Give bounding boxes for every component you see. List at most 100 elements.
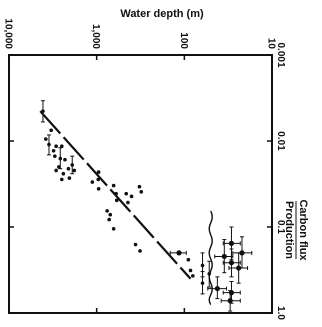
data-point (57, 165, 61, 169)
x-tick-label: 1,000 (90, 24, 101, 49)
data-marker (53, 154, 57, 158)
data-point (114, 198, 119, 203)
data-point (54, 168, 58, 173)
y-tick-label: 1.0 (275, 306, 286, 320)
data-marker (200, 263, 205, 268)
data-marker (111, 227, 116, 231)
data-marker (72, 168, 77, 173)
data-point (58, 147, 63, 170)
data-marker (41, 109, 45, 113)
data-marker (236, 265, 242, 271)
data-marker (139, 190, 144, 194)
data-point (126, 200, 130, 205)
data-point (220, 290, 241, 312)
data-point (59, 144, 64, 149)
data-point (188, 268, 193, 273)
data-marker (105, 209, 109, 213)
data-marker (44, 137, 48, 141)
data-point (51, 148, 56, 153)
data-point (40, 100, 45, 123)
plot-border (8, 54, 273, 314)
x-axis-title: Water depth (m) (120, 8, 204, 20)
data-marker (124, 191, 129, 196)
axis-ticks (8, 54, 273, 314)
data-point (90, 180, 95, 184)
data-point (59, 177, 64, 182)
data-marker (59, 177, 64, 182)
data-marker (228, 240, 235, 246)
data-marker (227, 298, 233, 304)
data-point (105, 209, 109, 213)
data-point (232, 236, 253, 269)
data-point (66, 166, 71, 171)
data-point (200, 271, 205, 295)
data-marker (67, 176, 72, 180)
y-tick-label: 0.1 (275, 220, 286, 234)
data-marker (47, 142, 51, 147)
data-point (111, 227, 116, 231)
data-point (107, 217, 111, 222)
data-point (70, 155, 75, 175)
data-point (137, 184, 142, 189)
data-point (186, 257, 191, 262)
data-point (96, 187, 101, 191)
data-marker (107, 217, 111, 222)
data-marker (239, 250, 245, 256)
data-point (63, 157, 67, 162)
wavy-line-group (208, 210, 213, 306)
data-marker (96, 177, 101, 182)
data-marker (96, 170, 101, 174)
data-marker (54, 144, 58, 149)
data-marker (138, 249, 142, 253)
data-point (108, 212, 113, 217)
data-marker (188, 268, 193, 273)
data-marker (51, 148, 56, 153)
data-marker (221, 253, 227, 260)
y-axis-title-numerator: Carbon flux (297, 199, 309, 261)
data-marker (59, 144, 64, 149)
data-point (44, 137, 48, 141)
data-marker (129, 194, 134, 199)
data-marker (57, 165, 61, 169)
y-axis-title-denominator: Production (283, 201, 295, 259)
x-tick-label: 10 (266, 38, 277, 50)
data-point (169, 250, 187, 256)
data-marker (61, 171, 66, 176)
data-marker (214, 285, 220, 292)
data-point (214, 239, 234, 274)
data-point (96, 177, 101, 182)
data-point (222, 226, 241, 261)
x-tick-label: 10,000 (3, 18, 14, 49)
data-marker (49, 128, 54, 133)
data-point (191, 274, 195, 278)
y-axis-title: Carbon flux Production (283, 199, 309, 261)
data-point (67, 176, 72, 180)
data-point (129, 194, 134, 199)
data-point (228, 252, 249, 284)
data-marker (114, 198, 119, 203)
data-marker (58, 156, 63, 161)
plot-frame (8, 54, 273, 314)
data-point (96, 170, 101, 174)
data-marker (186, 257, 191, 262)
data-point (61, 171, 66, 176)
data-point (138, 249, 142, 253)
data-point (46, 134, 51, 156)
data-marker (66, 166, 71, 171)
data-marker (70, 163, 75, 167)
data-marker (114, 191, 118, 196)
data-point (111, 183, 116, 188)
data-marker (108, 212, 113, 217)
data-marker (191, 274, 195, 278)
y-tick-label: 0.001 (275, 42, 286, 67)
data-marker (207, 271, 212, 276)
data-point (54, 144, 58, 149)
data-marker (63, 157, 67, 162)
data-point (124, 191, 129, 196)
data-point (53, 154, 57, 158)
x-tick-label: 100 (178, 32, 189, 49)
data-marker (54, 168, 58, 173)
data-marker (200, 281, 205, 285)
data-marker (126, 200, 130, 205)
